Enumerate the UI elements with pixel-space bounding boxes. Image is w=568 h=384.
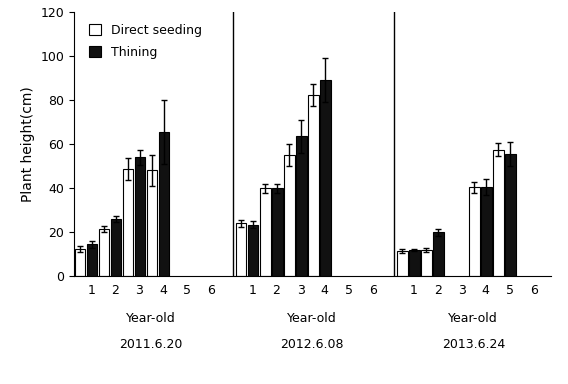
- Text: Year-old: Year-old: [287, 312, 337, 325]
- Bar: [320, 80, 331, 276]
- Bar: [272, 188, 282, 276]
- Bar: [481, 187, 492, 276]
- Bar: [87, 245, 97, 276]
- Bar: [111, 219, 122, 276]
- Text: Year-old: Year-old: [126, 312, 176, 325]
- Text: 2012.6.08: 2012.6.08: [281, 338, 344, 351]
- Bar: [493, 149, 504, 276]
- Legend: Direct seeding, Thining: Direct seeding, Thining: [85, 20, 206, 63]
- Bar: [260, 188, 270, 276]
- Bar: [284, 155, 295, 276]
- Text: Year-old: Year-old: [449, 312, 498, 325]
- Bar: [296, 136, 307, 276]
- Bar: [469, 187, 479, 276]
- Bar: [308, 95, 319, 276]
- Text: 2013.6.24: 2013.6.24: [442, 338, 505, 351]
- Bar: [433, 232, 444, 276]
- Bar: [248, 225, 258, 276]
- Bar: [135, 157, 145, 276]
- Bar: [147, 170, 157, 276]
- Bar: [99, 229, 110, 276]
- Bar: [74, 249, 85, 276]
- Bar: [158, 132, 169, 276]
- Y-axis label: Plant height(cm): Plant height(cm): [20, 86, 35, 202]
- Text: 2011.6.20: 2011.6.20: [119, 338, 183, 351]
- Bar: [409, 250, 420, 276]
- Bar: [397, 251, 408, 276]
- Bar: [421, 250, 432, 276]
- Bar: [236, 223, 247, 276]
- Bar: [123, 169, 133, 276]
- Bar: [505, 154, 516, 276]
